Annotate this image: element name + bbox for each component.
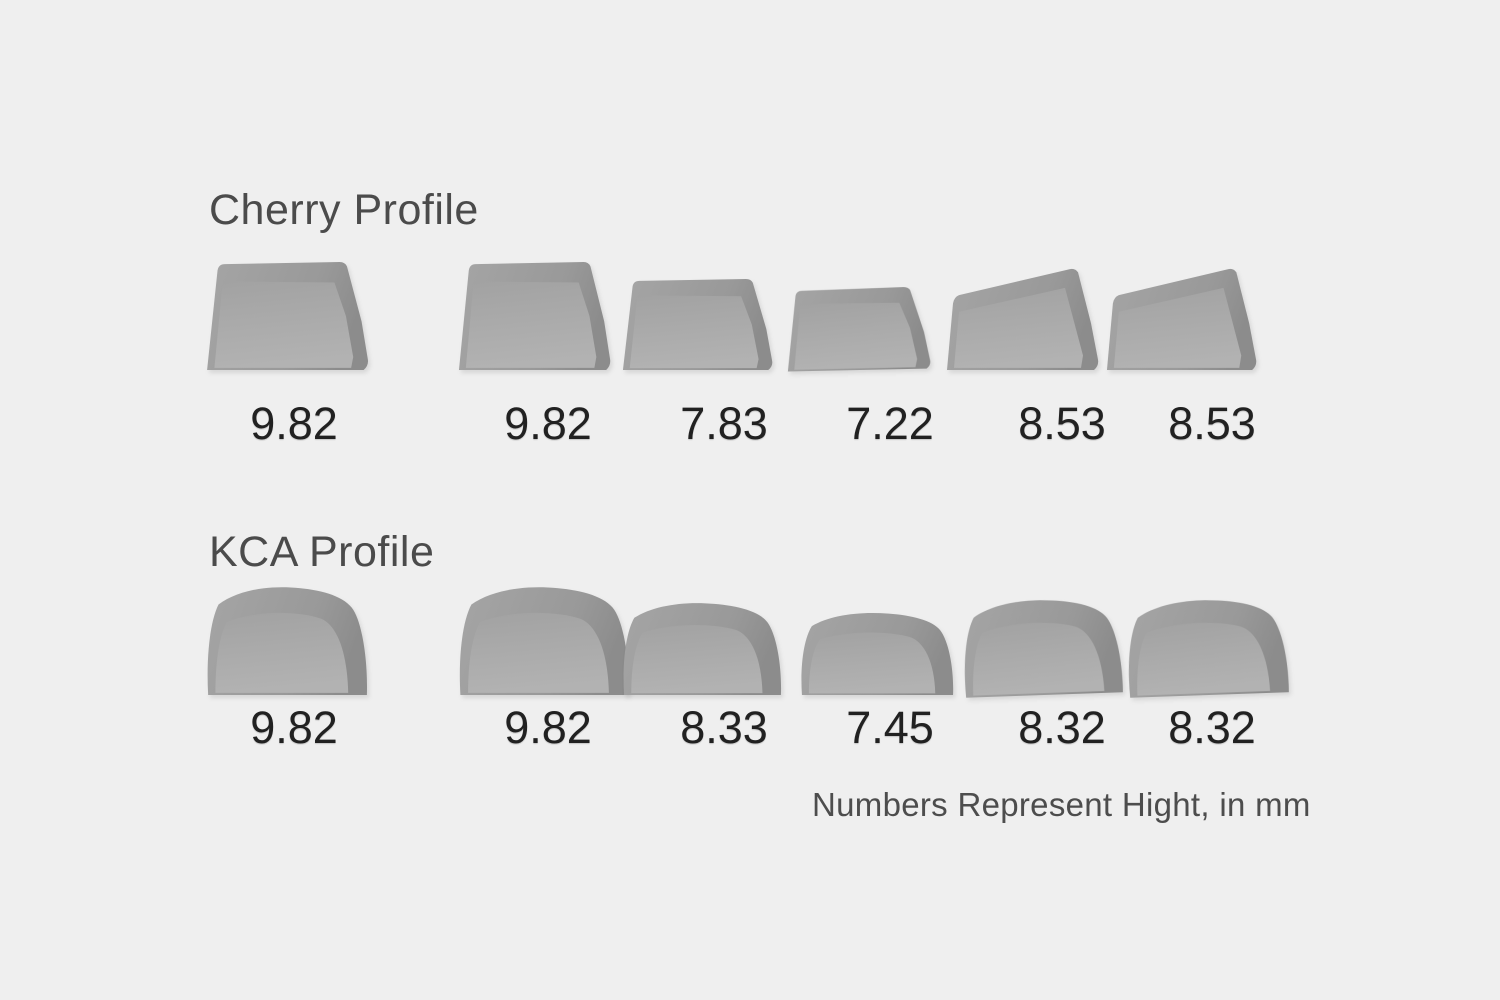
height-label-cherry-3: 7.83: [680, 398, 768, 449]
caption-height-units: Numbers Represent Hight, in mm: [812, 786, 1311, 823]
keycap-cherry-5: [947, 268, 1099, 370]
height-label-cherry-1: 9.82: [250, 398, 338, 449]
height-label-cherry-6: 8.53: [1168, 398, 1256, 449]
section-title-kca: KCA Profile: [209, 528, 435, 576]
keycap-kca-3: [623, 603, 782, 695]
keycap-cherry-4: [786, 286, 931, 372]
height-label-kca-1: 9.82: [250, 702, 338, 753]
keycap-kca-2: [459, 587, 629, 695]
height-label-kca-3: 8.33: [680, 702, 768, 753]
height-label-cherry-4: 7.22: [846, 398, 934, 449]
keycap-cherry-1: [207, 262, 368, 370]
section-title-cherry: Cherry Profile: [209, 186, 479, 234]
height-label-cherry-5: 8.53: [1018, 398, 1106, 449]
height-label-cherry-2: 9.82: [504, 398, 592, 449]
keycap-cherry-6: [1106, 268, 1257, 370]
keycap-kca-4: [801, 612, 954, 695]
height-label-kca-2: 9.82: [504, 702, 592, 753]
keycap-cherry-3: [622, 279, 773, 370]
keycap-kca-6: [1126, 597, 1289, 698]
height-label-kca-6: 8.32: [1168, 702, 1256, 753]
keycap-kca-5: [962, 597, 1124, 698]
keycap-kca-1: [207, 587, 368, 695]
keycap-cherry-2: [458, 262, 611, 370]
height-label-kca-4: 7.45: [846, 702, 934, 753]
height-label-kca-5: 8.32: [1018, 702, 1106, 753]
